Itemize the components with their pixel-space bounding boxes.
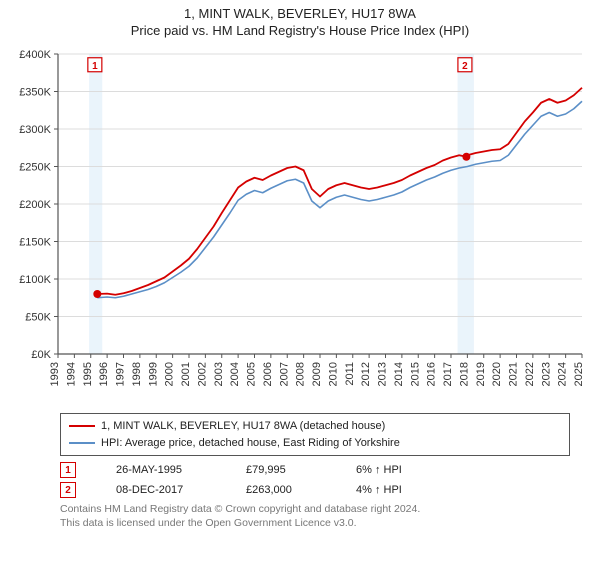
svg-text:1996: 1996 bbox=[98, 362, 110, 386]
svg-text:2004: 2004 bbox=[229, 362, 241, 386]
svg-text:2025: 2025 bbox=[573, 362, 585, 386]
svg-text:2003: 2003 bbox=[213, 362, 225, 386]
svg-text:£100K: £100K bbox=[19, 274, 51, 286]
svg-text:2017: 2017 bbox=[442, 362, 454, 386]
legend-row-hpi: HPI: Average price, detached house, East… bbox=[69, 435, 561, 452]
svg-text:2021: 2021 bbox=[508, 362, 520, 386]
svg-text:2015: 2015 bbox=[409, 362, 421, 386]
sale-date: 08-DEC-2017 bbox=[116, 484, 206, 496]
svg-text:£50K: £50K bbox=[25, 312, 51, 324]
price-chart: £0K £50K £100K £150K £200K £250K £300K £350K £40… bbox=[0, 44, 600, 404]
svg-text:2001: 2001 bbox=[180, 362, 192, 386]
svg-text:2008: 2008 bbox=[295, 362, 307, 386]
sale-delta: 6% ↑ HPI bbox=[356, 464, 402, 476]
license-text: Contains HM Land Registry data © Crown c… bbox=[60, 502, 570, 530]
svg-text:1999: 1999 bbox=[147, 362, 159, 386]
svg-text:1993: 1993 bbox=[49, 362, 61, 386]
svg-text:2019: 2019 bbox=[475, 362, 487, 386]
legend-row-price: 1, MINT WALK, BEVERLEY, HU17 8WA (detach… bbox=[69, 418, 561, 435]
svg-text:£300K: £300K bbox=[19, 124, 51, 136]
svg-text:2002: 2002 bbox=[196, 362, 208, 386]
svg-text:2009: 2009 bbox=[311, 362, 323, 386]
svg-text:2016: 2016 bbox=[426, 362, 438, 386]
svg-text:2022: 2022 bbox=[524, 362, 536, 386]
svg-text:£250K: £250K bbox=[19, 162, 51, 174]
chart-container: £0K £50K £100K £150K £200K £250K £300K £350K £40… bbox=[0, 44, 600, 409]
svg-text:2023: 2023 bbox=[540, 362, 552, 386]
svg-text:2000: 2000 bbox=[164, 362, 176, 386]
legend-swatch-price bbox=[69, 425, 95, 427]
sale-marker-2: 2 bbox=[60, 482, 76, 498]
sale-price: £263,000 bbox=[246, 484, 316, 496]
svg-text:2: 2 bbox=[462, 61, 468, 72]
svg-text:2005: 2005 bbox=[246, 362, 258, 386]
svg-text:2010: 2010 bbox=[327, 362, 339, 386]
svg-text:2011: 2011 bbox=[344, 362, 356, 386]
svg-text:2020: 2020 bbox=[491, 362, 503, 386]
table-row: 1 26-MAY-1995 £79,995 6% ↑ HPI bbox=[60, 462, 570, 478]
sale-price: £79,995 bbox=[246, 464, 316, 476]
svg-text:2013: 2013 bbox=[377, 362, 389, 386]
svg-text:2024: 2024 bbox=[557, 362, 569, 386]
sales-table: 1 26-MAY-1995 £79,995 6% ↑ HPI 2 08-DEC-… bbox=[60, 462, 570, 498]
svg-text:£350K: £350K bbox=[19, 87, 51, 99]
svg-text:2012: 2012 bbox=[360, 362, 372, 386]
svg-text:2014: 2014 bbox=[393, 362, 405, 386]
svg-text:£200K: £200K bbox=[19, 199, 51, 211]
page-subtitle: Price paid vs. HM Land Registry's House … bbox=[0, 23, 600, 38]
sale-marker-1: 1 bbox=[60, 462, 76, 478]
svg-text:£400K: £400K bbox=[19, 49, 51, 61]
legend: 1, MINT WALK, BEVERLEY, HU17 8WA (detach… bbox=[60, 413, 570, 456]
svg-text:1: 1 bbox=[92, 61, 98, 72]
svg-text:1998: 1998 bbox=[131, 362, 143, 386]
svg-text:1995: 1995 bbox=[82, 362, 94, 386]
sale-date: 26-MAY-1995 bbox=[116, 464, 206, 476]
sale-delta: 4% ↑ HPI bbox=[356, 484, 402, 496]
svg-text:1994: 1994 bbox=[65, 362, 77, 386]
table-row: 2 08-DEC-2017 £263,000 4% ↑ HPI bbox=[60, 482, 570, 498]
svg-text:2007: 2007 bbox=[278, 362, 290, 386]
svg-text:£0K: £0K bbox=[31, 349, 51, 361]
legend-swatch-hpi bbox=[69, 442, 95, 444]
svg-text:2006: 2006 bbox=[262, 362, 274, 386]
svg-text:2018: 2018 bbox=[458, 362, 470, 386]
legend-label-price: 1, MINT WALK, BEVERLEY, HU17 8WA (detach… bbox=[101, 418, 385, 435]
page-title: 1, MINT WALK, BEVERLEY, HU17 8WA bbox=[0, 6, 600, 21]
svg-text:£150K: £150K bbox=[19, 237, 51, 249]
legend-label-hpi: HPI: Average price, detached house, East… bbox=[101, 435, 400, 452]
svg-text:1997: 1997 bbox=[115, 362, 127, 386]
